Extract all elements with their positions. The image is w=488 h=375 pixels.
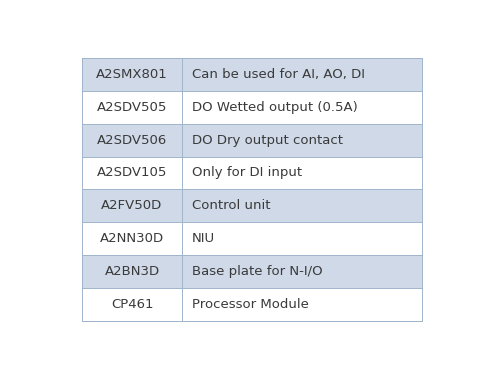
Text: A2SDV505: A2SDV505 [97, 101, 167, 114]
Text: Base plate for N-I/O: Base plate for N-I/O [192, 265, 322, 278]
Bar [82, 124, 422, 156]
Text: A2NN30D: A2NN30D [100, 232, 164, 245]
Text: Only for DI input: Only for DI input [192, 166, 302, 180]
Bar [82, 91, 422, 124]
Text: DO Dry output contact: DO Dry output contact [192, 134, 343, 147]
Text: Can be used for AI, AO, DI: Can be used for AI, AO, DI [192, 68, 365, 81]
Text: DO Wetted output (0.5A): DO Wetted output (0.5A) [192, 101, 357, 114]
Text: CP461: CP461 [111, 298, 153, 311]
Bar [82, 255, 422, 288]
Bar [82, 58, 422, 91]
Text: Control unit: Control unit [192, 199, 270, 212]
Text: NIU: NIU [192, 232, 215, 245]
Bar [82, 156, 422, 189]
Text: Processor Module: Processor Module [192, 298, 308, 311]
Bar [82, 189, 422, 222]
Text: A2SMX801: A2SMX801 [96, 68, 168, 81]
Text: A2FV50D: A2FV50D [102, 199, 163, 212]
Text: A2SDV105: A2SDV105 [97, 166, 167, 180]
Bar [82, 288, 422, 321]
Text: A2SDV506: A2SDV506 [97, 134, 167, 147]
Text: A2BN3D: A2BN3D [104, 265, 160, 278]
Bar [82, 222, 422, 255]
